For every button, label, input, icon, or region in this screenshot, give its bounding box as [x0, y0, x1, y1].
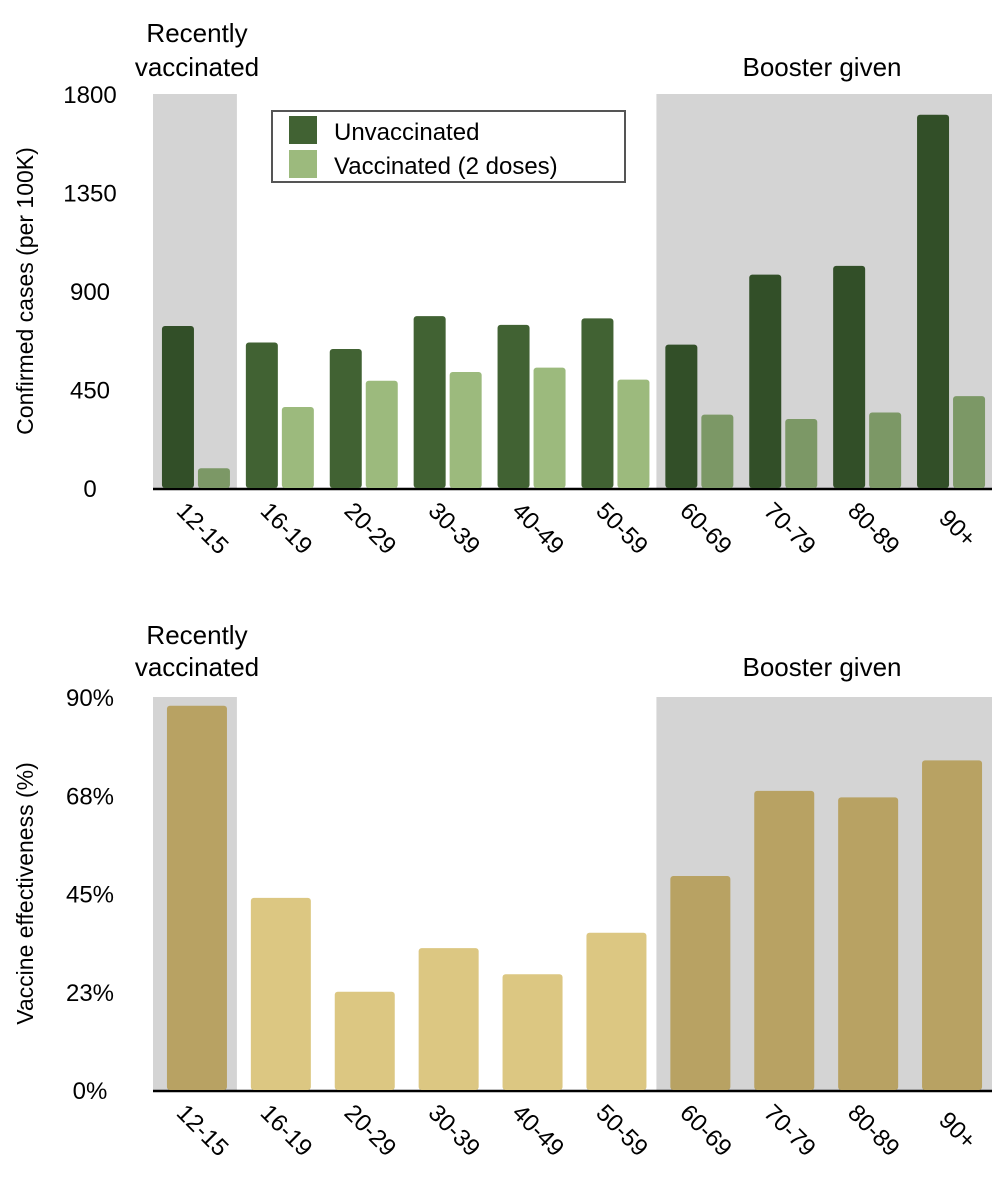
cases-category-label: 50-59	[591, 497, 654, 560]
cases-group-label-line1: Recently	[146, 18, 247, 48]
effectiveness-ytick-label: 23%	[66, 980, 114, 1007]
cases-category-label: 60-69	[674, 497, 737, 560]
bar-vaccinated	[953, 396, 986, 488]
effectiveness-category-label: 90+	[933, 1107, 981, 1155]
bar-vaccinated	[197, 468, 230, 488]
effectiveness-group-label: Booster given	[743, 652, 902, 682]
cases-ytick-label: 900	[70, 279, 110, 306]
effectiveness-ytick-label: 90%	[66, 685, 114, 712]
bar-vaccinated	[281, 407, 314, 488]
effectiveness-category-label: 40-49	[507, 1099, 570, 1162]
effectiveness-category-label: 30-39	[423, 1099, 486, 1162]
effectiveness-category-label: 50-59	[591, 1099, 654, 1162]
cases-ytick-label: 450	[70, 378, 110, 405]
cases-ytick-label: 0	[83, 476, 96, 503]
legend-label-unvaccinated: Unvaccinated	[334, 119, 479, 146]
cases-category-label: 20-29	[339, 497, 402, 560]
effectiveness-category-label: 80-89	[842, 1099, 905, 1162]
effectiveness-category-label: 20-29	[339, 1099, 402, 1162]
cases-category-label: 12-15	[171, 497, 234, 560]
cases-group-label: Booster given	[743, 52, 902, 82]
bar-unvaccinated	[581, 318, 614, 488]
bar-vaccinated	[533, 367, 566, 488]
bar-unvaccinated	[497, 324, 530, 488]
cases-ytick-label: 1350	[63, 181, 116, 208]
bar-unvaccinated	[329, 349, 362, 488]
legend-label-vaccinated: Vaccinated (2 doses)	[334, 153, 558, 180]
bar-unvaccinated	[917, 114, 950, 489]
bar-vaccinated	[869, 412, 902, 488]
cases-category-label: 40-49	[507, 497, 570, 560]
cases-category-label: 16-19	[255, 497, 318, 560]
bar-unvaccinated	[665, 344, 698, 488]
bar-effectiveness	[754, 790, 815, 1090]
bar-effectiveness	[586, 932, 647, 1090]
bar-vaccinated	[617, 379, 650, 488]
bar-effectiveness	[166, 705, 227, 1090]
bar-effectiveness	[922, 760, 983, 1090]
legend: Unvaccinated Vaccinated (2 doses)	[271, 110, 626, 183]
bar-effectiveness	[250, 897, 311, 1090]
cases-ylabel: Confirmed cases (per 100K)	[12, 147, 38, 435]
effectiveness-category-label: 16-19	[255, 1099, 318, 1162]
legend-box	[271, 110, 626, 183]
cases-category-label: 70-79	[758, 497, 821, 560]
effectiveness-ytick-label: 0%	[73, 1078, 108, 1105]
bar-effectiveness	[334, 991, 395, 1090]
cases-category-label: 30-39	[423, 497, 486, 560]
effectiveness-category-label: 70-79	[758, 1099, 821, 1162]
legend-swatch-unvaccinated	[289, 116, 317, 144]
bar-unvaccinated	[161, 326, 194, 488]
cases-category-label: 80-89	[842, 497, 905, 560]
effectiveness-ytick-label: 45%	[66, 882, 114, 909]
effectiveness-group-label-line1: Recently	[146, 620, 247, 650]
bar-effectiveness	[418, 948, 479, 1090]
cases-chart: Recently vaccinated Booster given 0 450 900 13…	[12, 18, 992, 560]
bar-unvaccinated	[413, 316, 446, 488]
legend-swatch-vaccinated	[289, 150, 317, 178]
bar-unvaccinated	[245, 342, 278, 488]
effectiveness-ytick-label: 68%	[66, 783, 114, 810]
bar-vaccinated	[449, 371, 482, 488]
bar-effectiveness	[838, 797, 899, 1090]
cases-group-label-line2: vaccinated	[135, 52, 259, 82]
bar-unvaccinated	[749, 274, 782, 488]
effectiveness-ylabel: Vaccine effectiveness (%)	[12, 762, 38, 1025]
bar-vaccinated	[365, 380, 398, 488]
effectiveness-group-label-line2: vaccinated	[135, 652, 259, 682]
effectiveness-category-label: 12-15	[171, 1099, 234, 1162]
bar-effectiveness	[502, 974, 563, 1090]
bar-vaccinated	[701, 414, 734, 488]
effectiveness-category-label: 60-69	[674, 1099, 737, 1162]
cases-category-label: 90+	[933, 505, 981, 553]
bar-effectiveness	[670, 876, 731, 1090]
cases-ytick-label: 1800	[63, 82, 116, 109]
bar-unvaccinated	[833, 265, 866, 488]
bar-vaccinated	[785, 419, 818, 488]
